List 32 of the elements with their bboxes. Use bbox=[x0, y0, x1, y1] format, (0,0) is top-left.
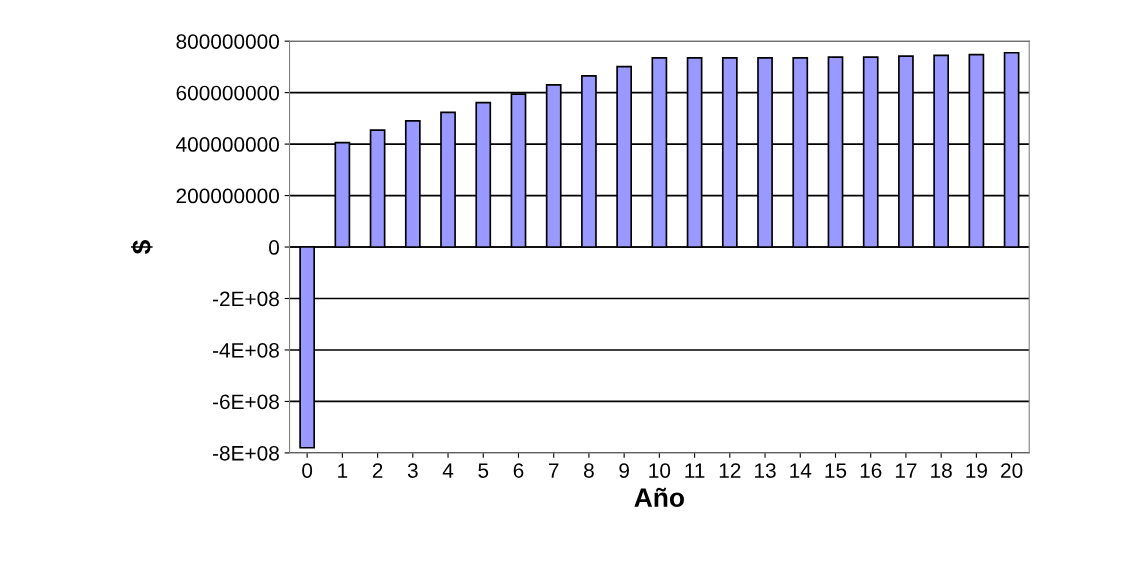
x-tick-label: 14 bbox=[790, 463, 812, 478]
y-axis-title: $ bbox=[131, 240, 153, 255]
y-tick-label: 600000000 bbox=[176, 85, 280, 101]
x-tick-label: 9 bbox=[619, 463, 629, 478]
x-tick-label: 18 bbox=[931, 463, 952, 478]
x-tick-label: 2 bbox=[372, 463, 383, 478]
x-axis-title: Año bbox=[634, 487, 684, 507]
x-tick-label: 3 bbox=[407, 463, 418, 478]
x-tick-label: 10 bbox=[649, 463, 671, 478]
x-tick-label: 7 bbox=[548, 463, 559, 478]
y-tick-label: -4E+08 bbox=[212, 342, 279, 358]
y-tick-label: -6E+08 bbox=[212, 394, 279, 410]
x-tick-label: 6 bbox=[513, 463, 524, 478]
x-tick-label: 16 bbox=[860, 463, 882, 478]
x-tick-label: 0 bbox=[302, 463, 313, 478]
y-tick-label: 800000000 bbox=[176, 34, 280, 49]
x-tick-label: 17 bbox=[895, 463, 917, 478]
y-tick-label: -2E+08 bbox=[212, 291, 279, 307]
y-tick-label: 0 bbox=[269, 240, 279, 255]
x-tick-label: 19 bbox=[966, 463, 987, 478]
x-tick-label: 15 bbox=[825, 463, 847, 478]
x-tick-label: 1 bbox=[338, 463, 348, 478]
x-tick-label: 4 bbox=[442, 463, 454, 478]
x-tick-label: 5 bbox=[478, 463, 489, 478]
y-tick-label: 200000000 bbox=[176, 188, 280, 204]
x-tick-label: 8 bbox=[584, 463, 594, 478]
x-tick-label: 13 bbox=[755, 463, 776, 478]
x-tick-label: 20 bbox=[1001, 463, 1023, 478]
x-tick-label: 12 bbox=[719, 463, 741, 478]
x-tick-label: 11 bbox=[685, 463, 705, 478]
y-tick-label: 400000000 bbox=[176, 137, 280, 152]
y-tick-label: -8E+08 bbox=[212, 445, 279, 461]
